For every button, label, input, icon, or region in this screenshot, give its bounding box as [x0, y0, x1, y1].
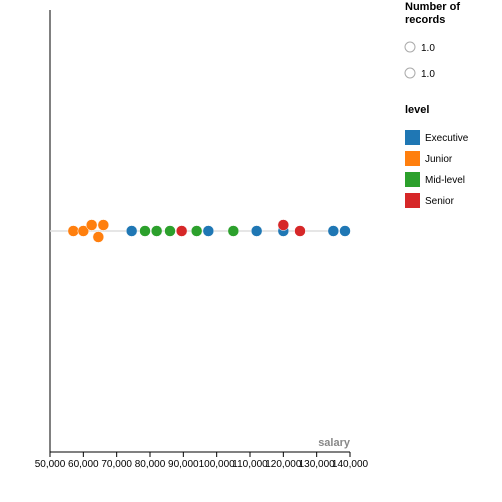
color-legend: level Executive Junior Mid-level Senior — [405, 104, 469, 208]
data-point — [92, 231, 105, 243]
data-point — [97, 219, 110, 231]
x-axis-ticks: 50,000 60,000 70,000 80,000 90,000 100,000110… — [35, 452, 369, 470]
color-legend-title: level — [405, 104, 429, 116]
color-legend-label: Mid-level — [425, 175, 465, 186]
color-legend-label: Senior — [425, 196, 455, 207]
data-point — [250, 225, 263, 237]
x-tick-label: 140,000 — [332, 459, 369, 470]
color-legend-swatch — [405, 193, 420, 208]
x-tick-label: 130,000 — [299, 459, 336, 470]
data-point — [139, 225, 151, 237]
x-tick-label: 70,000 — [101, 459, 132, 470]
data-point — [77, 225, 90, 237]
data-point — [339, 225, 351, 237]
data-point — [294, 225, 306, 237]
size-legend-label: 1.0 — [421, 43, 435, 54]
data-point — [175, 225, 188, 237]
data-point — [190, 225, 203, 237]
color-legend-swatch — [405, 130, 420, 145]
x-tick-label: 50,000 — [35, 459, 66, 470]
x-tick-label: 90,000 — [168, 459, 199, 470]
data-point — [227, 225, 240, 237]
data-point — [85, 219, 98, 231]
size-legend-symbol — [404, 67, 416, 79]
data-points — [67, 219, 351, 243]
x-tick-label: 110,000 — [232, 459, 268, 470]
color-legend-label: Executive — [425, 133, 469, 144]
size-legend: Number of records 1.0 1.0 — [404, 1, 463, 80]
size-legend-symbol — [404, 41, 416, 53]
x-tick-label: 60,000 — [68, 459, 99, 470]
data-point — [125, 225, 138, 237]
x-axis-title: salary — [318, 437, 351, 449]
color-legend-swatch — [405, 151, 420, 166]
size-legend-label: 1.0 — [421, 69, 435, 80]
data-point — [164, 225, 176, 237]
color-legend-swatch — [405, 172, 420, 187]
x-tick-label: 100,000 — [199, 459, 236, 470]
data-point — [202, 225, 215, 237]
data-point — [327, 225, 340, 237]
color-legend-label: Junior — [425, 154, 453, 165]
x-tick-label: 80,000 — [135, 459, 166, 470]
data-point — [277, 219, 290, 231]
x-tick-label: 120,000 — [265, 459, 302, 470]
data-point — [150, 225, 163, 237]
size-legend-title: Number of records — [405, 1, 463, 26]
data-point — [67, 225, 80, 237]
